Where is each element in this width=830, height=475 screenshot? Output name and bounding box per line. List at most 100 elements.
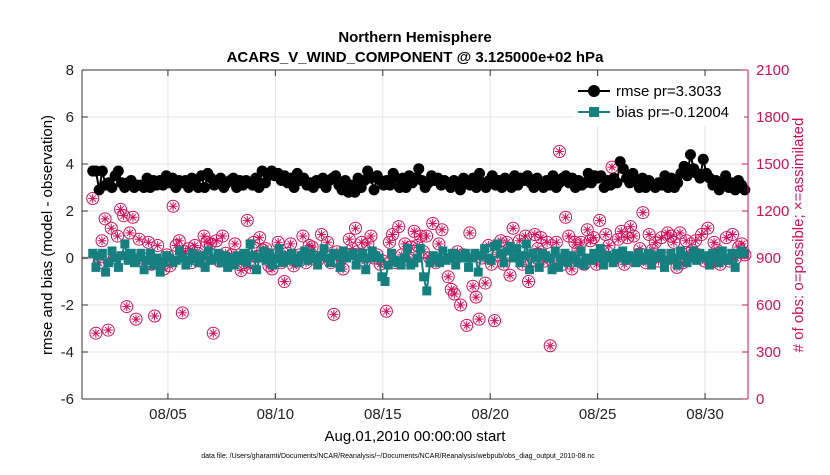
bias-point [354,253,364,263]
asterisk-stroke [395,223,403,231]
obs-possible-marker [151,238,165,252]
obs-assimilated-marker [681,236,691,246]
obs-possible-marker [454,298,468,312]
obs-assimilated-marker [190,240,200,250]
bias-point [319,244,329,254]
bias-point [223,262,233,272]
asterisk-stroke [589,234,597,242]
obs-assimilated-marker [480,278,490,288]
asterisk-stroke [126,229,134,237]
bias-point [608,258,618,268]
bias-point [97,248,107,258]
obs-assimilated-marker [357,237,367,247]
asterisk-stroke [104,326,112,334]
bias-point [126,248,136,258]
bias-point [618,246,628,256]
obs-assimilated-marker [409,226,419,236]
asterisk-stroke [704,224,712,232]
rmse-point [112,165,124,177]
bias-point [171,255,181,265]
asterisk-stroke [450,290,458,298]
obs-possible-marker [472,312,486,326]
obs-possible-marker [701,221,715,235]
asterisk-stroke [280,277,288,286]
bias-point [711,253,721,263]
bias-point [300,246,310,256]
obs-assimilated-marker [616,226,626,236]
obs-possible-marker [120,300,134,314]
rmse-point [672,177,684,189]
legend: rmse pr=3.3033 bias pr=-0.12004 [574,76,744,126]
y-tick-label: 4 [66,156,74,173]
asterisk-stroke [472,293,480,301]
asterisk-stroke [132,315,140,323]
bias-point [492,239,502,249]
x-tick-label: 08/30 [686,406,724,423]
asterisk-stroke [651,238,659,246]
bias-point [364,253,374,263]
y2-tick-label: 1800 [756,109,789,126]
rmse-point [199,182,211,193]
obs-possible-marker [435,223,449,237]
bias-point [676,246,686,256]
obs-possible-marker [392,220,406,234]
obs-assimilated-marker [208,328,218,338]
rmse-point [681,170,693,182]
bias-point [412,253,422,263]
obs-possible-marker [228,237,242,251]
obs-assimilated-marker [422,231,432,241]
obs-assimilated-marker [103,325,113,335]
obs-assimilated-marker [697,230,707,239]
bias-point [688,246,698,256]
bias-point [521,239,531,249]
rmse-point [697,153,709,165]
bias-point [158,258,168,268]
obs-assimilated-marker [97,236,107,246]
obs-assimilated-marker [344,234,354,244]
bias-point [518,251,528,261]
bias-point [435,258,445,268]
asterisk-stroke [596,216,604,224]
bias-point [297,251,307,261]
bias-point [692,255,702,265]
bias-point [409,258,419,268]
asterisk-stroke [219,232,227,240]
asterisk-stroke [364,240,372,248]
obs-assimilated-marker [394,222,404,232]
asterisk-stroke [429,220,437,228]
bias-point [117,251,127,261]
bias-point [695,248,705,258]
obs-assimilated-marker [530,230,540,239]
asterisk-stroke [89,194,97,202]
asterisk-stroke [657,234,665,242]
obs-assimilated-marker [508,223,518,233]
obs-assimilated-marker [446,284,456,294]
asterisk-stroke [416,232,424,240]
bias-point [184,255,194,265]
asterisk-stroke [481,279,489,287]
rmse-point [368,184,380,196]
bias-point [499,258,509,268]
asterisk-stroke [602,230,610,239]
obs-assimilated-marker [666,231,676,241]
asterisk-stroke [738,240,746,248]
bias-point [203,246,213,256]
obs-possible-marker [342,232,356,246]
obs-assimilated-marker [128,212,138,222]
obs-possible-marker [141,235,155,249]
asterisk-stroke [185,245,193,253]
obs-assimilated-marker [456,300,466,310]
asterisk-stroke [330,310,338,318]
asterisk-stroke [565,232,573,240]
asterisk-stroke [466,229,474,237]
bias-point [139,265,149,275]
obs-assimilated-marker [669,237,679,247]
obs-possible-marker [624,220,638,234]
y-tick-label: -6 [61,391,74,408]
obs-possible-marker [552,144,566,158]
bias-point [101,267,111,277]
asterisk-stroke [722,234,730,242]
bias-point [415,244,425,254]
bias-point [586,255,596,265]
bias-point [595,244,605,254]
